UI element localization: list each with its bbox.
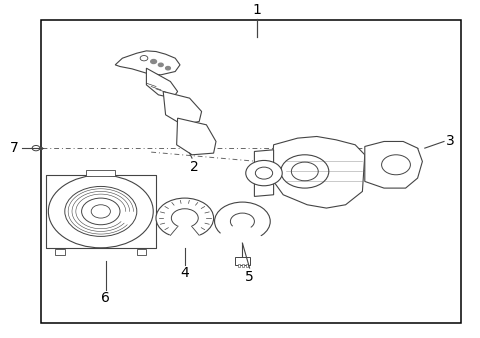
Bar — [235, 258, 250, 265]
Text: 4: 4 — [180, 266, 189, 281]
Text: 7: 7 — [10, 141, 18, 155]
Bar — [46, 175, 156, 248]
Text: 6: 6 — [101, 291, 110, 305]
Circle shape — [230, 213, 254, 230]
Text: 3: 3 — [446, 135, 455, 148]
Polygon shape — [254, 150, 274, 196]
Bar — [55, 249, 65, 255]
Circle shape — [158, 63, 163, 67]
Circle shape — [281, 155, 329, 188]
Circle shape — [255, 167, 273, 179]
Wedge shape — [169, 218, 201, 240]
Circle shape — [32, 145, 40, 151]
Polygon shape — [365, 142, 422, 188]
Bar — [238, 264, 240, 267]
Circle shape — [48, 175, 153, 248]
Circle shape — [156, 198, 214, 238]
Circle shape — [91, 205, 110, 218]
Circle shape — [65, 187, 137, 236]
Circle shape — [140, 55, 148, 61]
Circle shape — [166, 67, 170, 70]
Text: 5: 5 — [245, 270, 254, 284]
Polygon shape — [115, 51, 180, 75]
Circle shape — [215, 202, 270, 241]
Polygon shape — [146, 68, 178, 98]
Circle shape — [382, 155, 410, 175]
Polygon shape — [163, 92, 202, 125]
Bar — [86, 170, 115, 176]
Polygon shape — [177, 118, 216, 155]
Polygon shape — [271, 137, 365, 208]
Text: 2: 2 — [190, 160, 198, 174]
Bar — [242, 264, 244, 267]
Bar — [137, 249, 146, 255]
Bar — [32, 147, 42, 149]
Bar — [246, 264, 248, 267]
Circle shape — [82, 198, 120, 225]
Circle shape — [291, 162, 318, 181]
Circle shape — [246, 161, 282, 186]
Circle shape — [151, 59, 156, 64]
Bar — [41, 20, 461, 323]
Circle shape — [171, 209, 198, 227]
Text: 1: 1 — [252, 3, 261, 17]
Wedge shape — [219, 221, 262, 242]
